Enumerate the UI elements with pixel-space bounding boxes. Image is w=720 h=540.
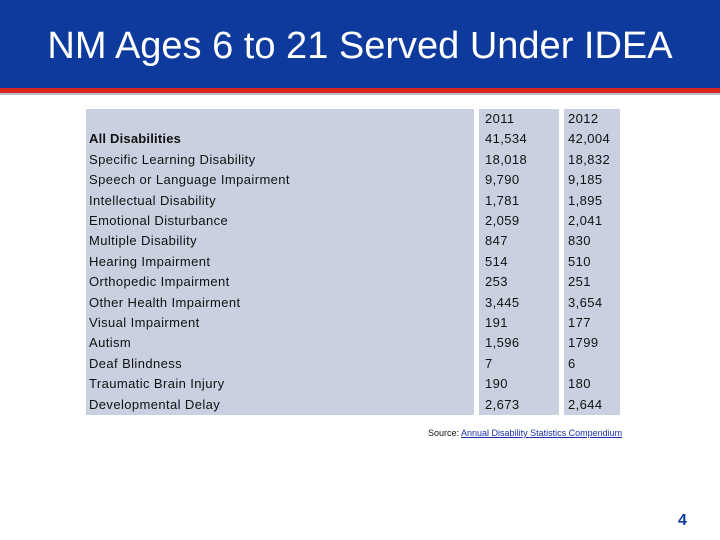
table-column-2011	[479, 109, 559, 415]
row-value-2011: 7	[485, 355, 493, 371]
row-value-2011: 3,445	[485, 294, 520, 310]
row-value-2011: 1,781	[485, 192, 520, 208]
row-value-2012: 42,004	[568, 131, 611, 147]
table-row: Deaf Blindness 7 6	[86, 354, 620, 374]
table-row: Orthopedic Impairment 253 251	[86, 272, 620, 292]
row-value-2012: 177	[568, 315, 591, 330]
row-label: Autism	[89, 335, 132, 351]
table-row: Speech or Language Impairment 9,790 9,18…	[86, 170, 620, 190]
row-value-2011: 41,534	[485, 131, 528, 147]
row-value-2011: 2,059	[485, 213, 520, 228]
accent-stripe	[0, 88, 720, 93]
table-row: Autism 1,596 1799	[86, 333, 620, 353]
table-row: Traumatic Brain Injury 190 180	[86, 374, 620, 394]
row-label: Speech or Language Impairment	[89, 172, 290, 188]
divider	[0, 93, 720, 95]
row-value-2012: 9,185	[568, 172, 603, 188]
row-value-2011: 191	[485, 315, 508, 330]
row-label: Traumatic Brain Injury	[89, 376, 225, 392]
row-value-2012: 251	[568, 274, 591, 290]
row-label: Intellectual Disability	[89, 192, 216, 208]
page-number: 4	[678, 512, 687, 529]
source-link[interactable]: Annual Disability Statistics Compendium	[461, 428, 623, 438]
table-row: Other Health Impairment 3,445 3,654	[86, 293, 620, 313]
row-value-2012: 2,041	[568, 213, 603, 228]
row-value-2012: 510	[568, 253, 591, 269]
row-value-2011: 253	[485, 274, 508, 290]
row-value-2012: 180	[568, 376, 591, 392]
title-bar	[0, 0, 720, 88]
row-label: Deaf Blindness	[89, 355, 183, 371]
table-column-2012	[564, 109, 620, 415]
row-label: Multiple Disability	[89, 233, 198, 249]
row-value-2011: 9,790	[485, 172, 520, 188]
row-value-2011: 514	[485, 253, 508, 269]
row-value-2012: 18,832	[568, 151, 611, 167]
row-label: Other Health Impairment	[89, 294, 241, 310]
row-value-2012: 3,654	[568, 294, 603, 310]
header-2011: 2011	[485, 111, 515, 126]
row-value-2011: 2,673	[485, 396, 520, 412]
header-2012: 2012	[568, 111, 599, 126]
table-row: Multiple Disability 847 830	[86, 231, 620, 251]
row-value-2012: 2,644	[568, 396, 603, 412]
table-row: Developmental Delay 2,673 2,644	[86, 395, 620, 415]
row-label: All Disabilities	[89, 131, 182, 147]
table-row: Emotional Disturbance 2,059 2,041	[86, 211, 620, 231]
row-label: Specific Learning Disability	[89, 151, 256, 167]
row-value-2012: 830	[568, 233, 591, 249]
source-prefix: Source:	[428, 428, 462, 438]
row-value-2011: 1,596	[485, 335, 520, 351]
table-column-category	[86, 109, 474, 415]
slide-title: NM Ages 6 to 21 Served Under IDEA	[47, 25, 673, 67]
source-citation: Source: Annual Disability Statistics Com…	[428, 428, 622, 438]
disability-table: 2011 2012 All Disabilities 41,534 42,004…	[86, 109, 620, 415]
table-row: Intellectual Disability 1,781 1,895	[86, 191, 620, 211]
table-row: Visual Impairment 191 177	[86, 313, 620, 333]
row-label: Hearing Impairment	[89, 253, 211, 269]
row-value-2012: 6	[568, 355, 576, 371]
row-value-2011: 18,018	[485, 151, 528, 167]
table-row: Specific Learning Disability 18,018 18,8…	[86, 150, 620, 170]
table-row: All Disabilities 41,534 42,004	[86, 129, 620, 149]
row-value-2011: 847	[485, 233, 508, 249]
row-value-2012: 1,895	[568, 192, 603, 208]
row-label: Orthopedic Impairment	[89, 274, 230, 290]
row-label: Developmental Delay	[89, 396, 221, 412]
row-label: Emotional Disturbance	[89, 213, 229, 228]
row-label: Visual Impairment	[89, 315, 200, 330]
row-value-2011: 190	[485, 376, 508, 392]
row-value-2012: 1799	[568, 335, 599, 351]
table-row: Hearing Impairment 514 510	[86, 252, 620, 272]
table-header-row: 2011 2012	[86, 109, 620, 129]
